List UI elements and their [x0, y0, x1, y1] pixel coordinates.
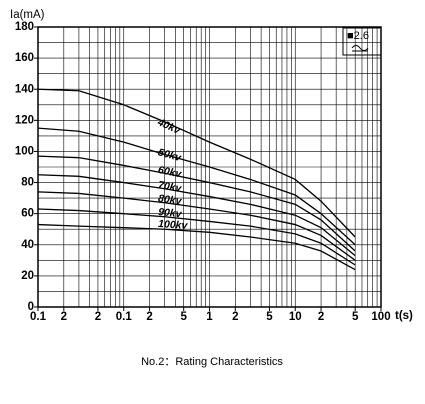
y-tick-label: 0	[28, 301, 34, 313]
x-tick-label: 0.1	[116, 311, 133, 323]
y-tick-label: 100	[15, 145, 34, 157]
x-tick-label: 5	[180, 311, 187, 323]
curve	[37, 155, 356, 252]
curve-label: 50kv	[157, 146, 184, 164]
x-tick-label: 10	[289, 311, 302, 323]
y-tick-label: 180	[15, 21, 34, 33]
curve	[37, 174, 356, 257]
y-tick-label: 60	[21, 208, 34, 220]
curve	[37, 191, 356, 261]
y-tick-label: 80	[21, 177, 34, 189]
y-tick-label: 40	[21, 239, 34, 251]
curve-label: 80kv	[157, 192, 183, 207]
legend-text: ■2.6	[347, 30, 369, 42]
curve-label: 90kv	[158, 206, 184, 220]
x-tick-label: 100	[371, 311, 390, 323]
x-tick-label: 1	[206, 311, 213, 323]
y-tick-label: 160	[15, 52, 34, 64]
x-tick-label: 2	[232, 311, 238, 323]
legend-symbol	[351, 45, 369, 52]
x-tick-label: 2	[146, 311, 152, 323]
chart-title: No.2：Rating Characteristics	[141, 356, 283, 368]
x-tick-label: 5	[352, 311, 359, 323]
x-axis-label: t(s)	[395, 310, 413, 322]
curve	[37, 88, 356, 238]
x-tick-label: 2	[95, 311, 101, 323]
y-tick-label: 140	[15, 83, 34, 95]
curve-label: 100kv	[158, 218, 189, 232]
y-tick-label: 120	[15, 114, 34, 126]
curve	[37, 208, 356, 266]
x-tick-label: 5	[266, 311, 273, 323]
curve-label: 70kv	[157, 179, 183, 195]
y-tick-label: 20	[21, 270, 34, 282]
curve	[37, 223, 356, 271]
curve	[37, 127, 356, 246]
x-tick-label: 0.1	[30, 311, 47, 323]
x-tick-label: 2	[61, 311, 67, 323]
curve-label: 60kv	[157, 164, 183, 181]
y-axis-label: Ia(mA)	[10, 9, 45, 21]
x-tick-label: 2	[318, 311, 324, 323]
curve-label: 40kv	[155, 116, 183, 137]
